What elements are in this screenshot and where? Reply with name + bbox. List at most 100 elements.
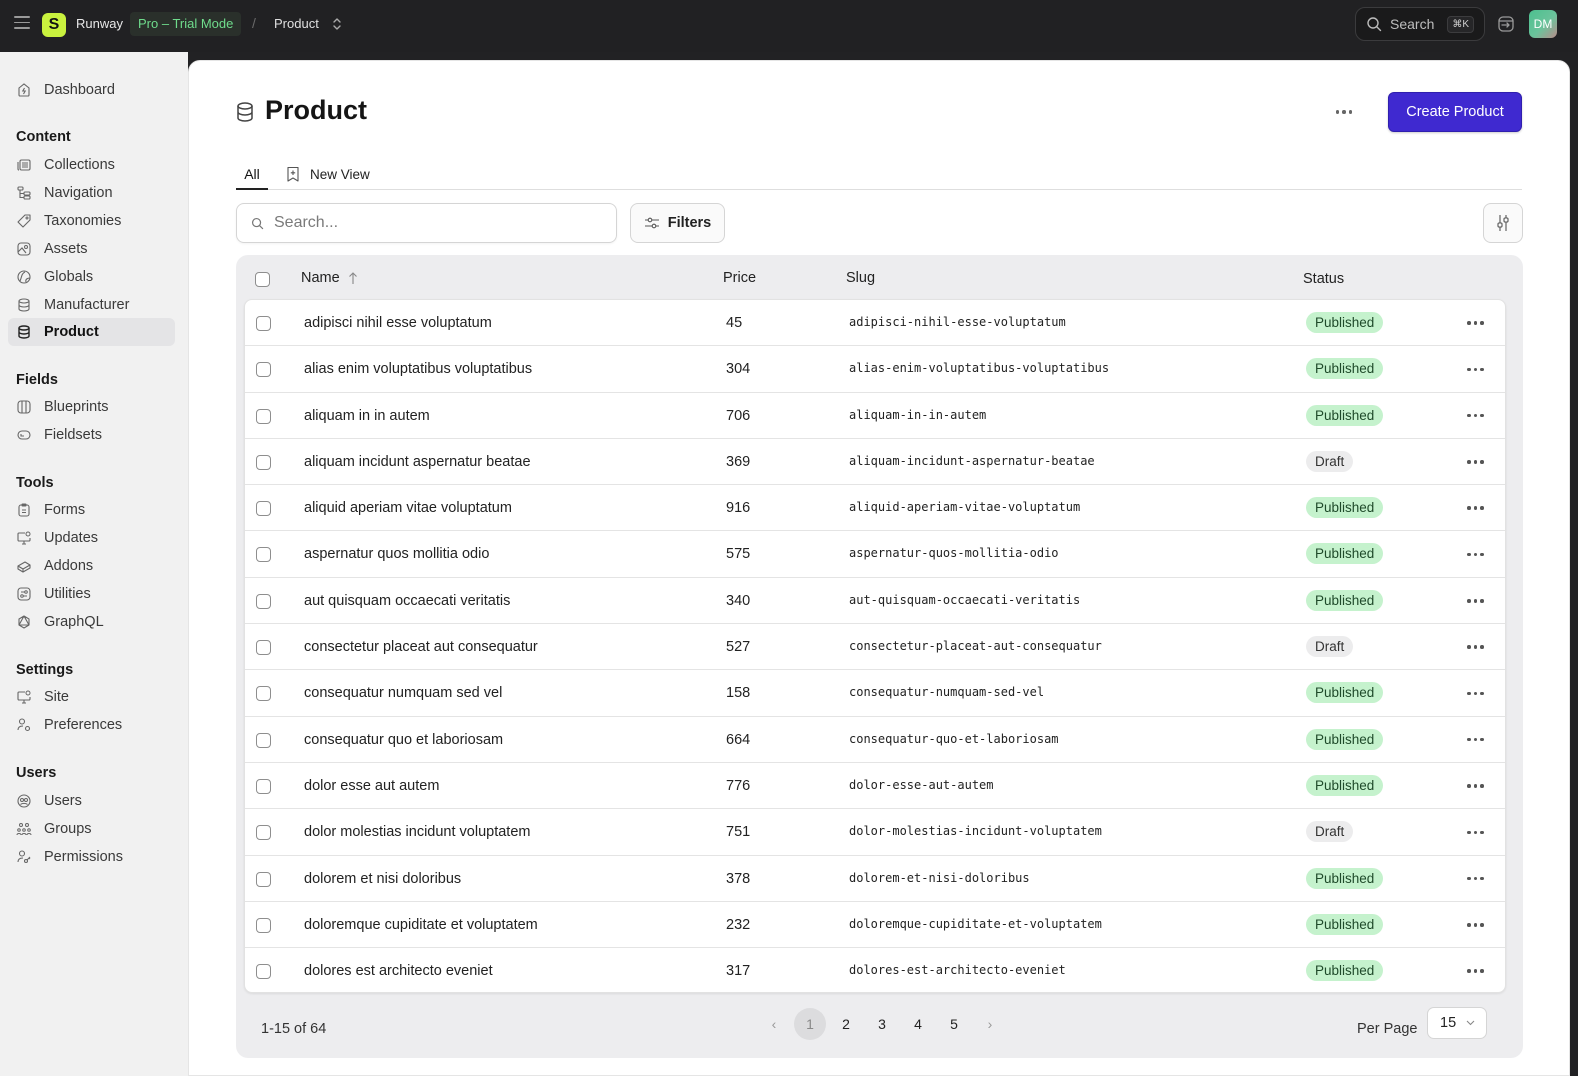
- table-row[interactable]: alias enim voluptatibus voluptatibus 304 a…: [245, 346, 1505, 393]
- cell-name[interactable]: aliquid aperiam vitae voluptatum: [304, 500, 512, 517]
- cell-name[interactable]: dolor esse aut autem: [304, 777, 440, 794]
- cell-name[interactable]: aliquam in in autem: [304, 407, 430, 424]
- avatar[interactable]: DM: [1529, 10, 1557, 38]
- sidebar-item-taxonomies[interactable]: Taxonomies: [8, 207, 175, 235]
- cell-name[interactable]: alias enim voluptatibus voluptatibus: [304, 361, 533, 378]
- column-header-name[interactable]: Name: [301, 270, 358, 286]
- page-button-3[interactable]: 3: [878, 1016, 886, 1032]
- column-header-price[interactable]: Price: [723, 270, 757, 286]
- row-actions-button[interactable]: [1467, 874, 1487, 884]
- row-checkbox[interactable]: [256, 501, 271, 517]
- sidebar-item-blueprints[interactable]: Blueprints: [8, 393, 175, 421]
- row-checkbox[interactable]: [256, 408, 271, 424]
- cell-name[interactable]: adipisci nihil esse voluptatum: [304, 315, 492, 331]
- menu-icon[interactable]: [14, 16, 30, 30]
- sidebar-item-assets[interactable]: Assets: [8, 235, 175, 263]
- row-actions-button[interactable]: [1467, 364, 1487, 374]
- table-row[interactable]: consequatur numquam sed vel 158 consequatu…: [245, 670, 1505, 717]
- sidebar-item-addons[interactable]: Addons: [8, 552, 175, 580]
- row-actions-button[interactable]: [1467, 411, 1487, 421]
- page-more-actions-button[interactable]: [1330, 100, 1358, 124]
- row-checkbox[interactable]: [256, 686, 271, 702]
- sidebar-item-permissions[interactable]: Permissions: [8, 843, 175, 871]
- filters-button[interactable]: Filters: [630, 203, 725, 243]
- page-button-2[interactable]: 2: [842, 1016, 850, 1032]
- row-checkbox[interactable]: [256, 825, 271, 841]
- view-site-icon[interactable]: [1497, 15, 1515, 33]
- cell-name[interactable]: doloremque cupiditate et voluptatem: [304, 916, 538, 933]
- breadcrumb-site-switcher[interactable]: Product: [274, 16, 343, 31]
- page-button-5[interactable]: 5: [950, 1016, 958, 1032]
- sidebar-item-utilities[interactable]: Utilities: [8, 580, 175, 608]
- row-checkbox[interactable]: [256, 316, 271, 331]
- cell-name[interactable]: aspernatur quos mollitia odio: [304, 546, 490, 563]
- row-actions-button[interactable]: [1467, 966, 1487, 976]
- sidebar-item-graphql[interactable]: GraphQL: [8, 608, 175, 636]
- row-actions-button[interactable]: [1467, 503, 1487, 513]
- next-page-button[interactable]: ›: [987, 1016, 993, 1032]
- row-checkbox[interactable]: [256, 964, 271, 980]
- table-row[interactable]: dolorem et nisi doloribus 378 dolorem-et-n…: [245, 856, 1505, 902]
- sidebar-item-site[interactable]: Site: [8, 683, 175, 711]
- table-row[interactable]: consequatur quo et laboriosam 664 consequa…: [245, 717, 1505, 763]
- column-header-slug[interactable]: Slug: [846, 270, 876, 286]
- page-button-4[interactable]: 4: [914, 1016, 922, 1032]
- table-row[interactable]: aliquam incidunt aspernatur beatae 369 ali…: [245, 439, 1505, 486]
- select-all-checkbox[interactable]: [255, 272, 270, 287]
- cell-name[interactable]: dolor molestias incidunt voluptatem: [304, 824, 531, 841]
- sidebar-item-navigation[interactable]: Navigation: [8, 179, 175, 207]
- row-checkbox[interactable]: [256, 778, 271, 794]
- row-actions-button[interactable]: [1467, 688, 1487, 698]
- row-checkbox[interactable]: [256, 640, 271, 656]
- prev-page-button[interactable]: ‹: [771, 1016, 777, 1032]
- tab-all[interactable]: All: [236, 160, 268, 190]
- row-checkbox[interactable]: [256, 917, 271, 933]
- cell-name[interactable]: aut quisquam occaecati veritatis: [304, 592, 511, 609]
- row-checkbox[interactable]: [256, 362, 271, 378]
- row-checkbox[interactable]: [256, 732, 271, 748]
- table-row[interactable]: doloremque cupiditate et voluptatem 232 do…: [245, 902, 1505, 949]
- row-actions-button[interactable]: [1467, 318, 1487, 328]
- sidebar-item-dashboard[interactable]: Dashboard: [8, 76, 175, 104]
- sidebar-item-fieldsets[interactable]: Fieldsets: [8, 421, 175, 449]
- table-row[interactable]: aliquam in in autem 706 aliquam-in-in-aute…: [245, 393, 1505, 439]
- table-row[interactable]: adipisci nihil esse voluptatum 45 adipisci…: [245, 300, 1505, 347]
- table-row[interactable]: aliquid aperiam vitae voluptatum 916 aliqu…: [245, 485, 1505, 532]
- row-actions-button[interactable]: [1467, 735, 1487, 745]
- column-settings-button[interactable]: [1483, 203, 1523, 243]
- cell-name[interactable]: dolorem et nisi doloribus: [304, 870, 462, 887]
- row-checkbox[interactable]: [256, 547, 271, 563]
- sidebar-item-users[interactable]: Users: [8, 787, 175, 815]
- sidebar-item-manufacturer[interactable]: Manufacturer: [8, 291, 175, 319]
- sidebar-item-forms[interactable]: Forms: [8, 496, 175, 524]
- row-actions-button[interactable]: [1467, 549, 1487, 559]
- cell-name[interactable]: consectetur placeat aut consequatur: [304, 639, 538, 656]
- page-button-1[interactable]: 1: [794, 1008, 826, 1040]
- table-row[interactable]: dolores est architecto eveniet 317 dolores…: [245, 948, 1505, 992]
- search-input[interactable]: [274, 214, 594, 232]
- table-row[interactable]: aspernatur quos mollitia odio 575 aspernat…: [245, 531, 1505, 578]
- table-row[interactable]: aut quisquam occaecati veritatis 340 aut-q…: [245, 578, 1505, 625]
- cell-name[interactable]: consequatur quo et laboriosam: [304, 731, 504, 748]
- per-page-select[interactable]: 15: [1427, 1007, 1487, 1039]
- create-product-button[interactable]: Create Product: [1388, 92, 1522, 132]
- row-actions-button[interactable]: [1467, 642, 1487, 652]
- row-actions-button[interactable]: [1467, 781, 1487, 791]
- sidebar-item-preferences[interactable]: Preferences: [8, 711, 175, 739]
- row-checkbox[interactable]: [256, 593, 271, 609]
- plan-badge[interactable]: Pro – Trial Mode: [130, 12, 242, 36]
- row-checkbox[interactable]: [256, 454, 271, 470]
- table-row[interactable]: consectetur placeat aut consequatur 527 co…: [245, 624, 1505, 671]
- tab-new-view[interactable]: New View: [286, 160, 370, 188]
- cell-name[interactable]: aliquam incidunt aspernatur beatae: [304, 453, 531, 470]
- row-actions-button[interactable]: [1467, 457, 1487, 467]
- cell-name[interactable]: consequatur numquam sed vel: [304, 685, 503, 702]
- table-row[interactable]: dolor molestias incidunt voluptatem 751 do…: [245, 809, 1505, 856]
- column-header-status[interactable]: Status: [1303, 271, 1345, 287]
- sidebar-item-updates[interactable]: Updates: [8, 524, 175, 552]
- row-actions-button[interactable]: [1467, 920, 1487, 930]
- cell-name[interactable]: dolores est architecto eveniet: [304, 963, 493, 980]
- row-actions-button[interactable]: [1467, 596, 1487, 606]
- table-row[interactable]: dolor esse aut autem 776 dolor-esse-aut-au…: [245, 763, 1505, 810]
- sidebar-item-product[interactable]: Product: [8, 318, 175, 346]
